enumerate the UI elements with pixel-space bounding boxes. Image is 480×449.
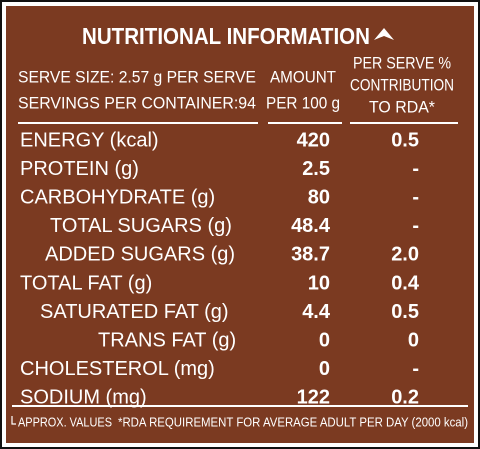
rda-value: 0.4 xyxy=(391,272,420,294)
amount-value: 420 xyxy=(297,129,330,151)
nutrient-name: PROTEIN (g) xyxy=(20,158,139,180)
footer-note: APPROX. VALUES xyxy=(18,415,112,429)
nutrient-name: SODIUM (mg) xyxy=(20,387,147,409)
rda-value: 0.2 xyxy=(391,387,419,409)
footer-note: *RDA REQUIREMENT FOR AVERAGE ADULT PER D… xyxy=(118,415,468,429)
rda-value: 2.0 xyxy=(391,244,419,266)
rda-value: 0.5 xyxy=(391,301,419,323)
label-background xyxy=(6,6,474,443)
nutrient-name: ADDED SUGARS (g) xyxy=(45,244,235,266)
rda-value: 0 xyxy=(408,329,419,351)
nutrient-name: CARBOHYDRATE (g) xyxy=(20,186,215,208)
title: NUTRITIONAL INFORMATION xyxy=(82,23,370,49)
servings: SERVINGS PER CONTAINER:94 xyxy=(18,93,256,112)
amount-header: AMOUNT xyxy=(270,67,336,86)
amount-value: 10 xyxy=(308,272,330,294)
amount-value: 38.7 xyxy=(291,244,330,266)
amount-value: 4.4 xyxy=(302,301,331,323)
amount-value: 122 xyxy=(297,387,330,409)
rda-value: - xyxy=(412,215,419,237)
serve-size: SERVE SIZE: 2.57 g PER SERVE xyxy=(18,67,256,86)
amount-value: 0 xyxy=(319,358,330,380)
amount-value: 0 xyxy=(319,329,330,351)
amount-header: PER 100 g xyxy=(266,93,340,112)
rda-value: - xyxy=(412,158,419,180)
rda-header: CONTRIBUTION xyxy=(350,75,454,94)
nutrient-name: TOTAL SUGARS (g) xyxy=(50,215,232,237)
amount-value: 80 xyxy=(308,186,330,208)
approx-icon xyxy=(11,416,16,425)
rda-value: - xyxy=(412,186,419,208)
title-icon xyxy=(374,28,394,40)
nutrient-name: CHOLESTEROL (mg) xyxy=(20,358,215,380)
nutrient-name: TOTAL FAT (g) xyxy=(20,272,152,294)
amount-value: 2.5 xyxy=(302,158,330,180)
rda-value: - xyxy=(412,358,419,380)
rda-header: TO RDA* xyxy=(369,97,435,116)
nutrient-rows: ENERGY (kcal) 420 0.5 PROTEIN (g) 2.5 - CARBOH… xyxy=(20,129,420,408)
amount-value: 48.4 xyxy=(291,215,331,237)
nutrient-name: ENERGY (kcal) xyxy=(20,129,159,151)
rda-header: PER SERVE % xyxy=(353,53,451,72)
nutrient-name: TRANS FAT (g) xyxy=(98,329,236,351)
nutrient-name: SATURATED FAT (g) xyxy=(40,301,229,323)
rda-value: 0.5 xyxy=(391,129,419,151)
